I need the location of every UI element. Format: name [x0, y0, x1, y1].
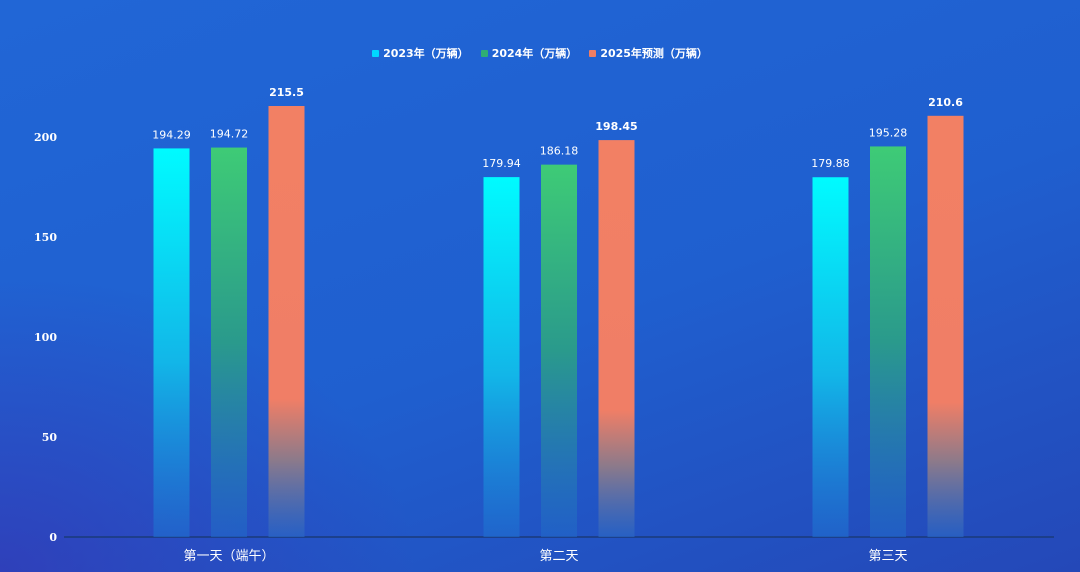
value-label-2025-day3: 210.6: [928, 96, 963, 109]
value-label-2023-day1: 194.29: [152, 128, 191, 141]
value-label-2023-day2: 179.94: [482, 157, 521, 170]
y-tick-label: 150: [34, 231, 57, 244]
x-axis: 第一天（端午） 第二天 第三天: [183, 549, 907, 564]
value-label-2025-day2: 198.45: [595, 120, 637, 133]
y-tick-label: 200: [34, 131, 57, 144]
legend-item-2023[interactable]: 2023年（万辆）: [372, 45, 469, 61]
y-tick-label: 100: [34, 331, 57, 344]
legend-swatch-2023: [372, 49, 380, 57]
value-label-2023-day3: 179.88: [811, 157, 850, 170]
bar-2024-day2[interactable]: [541, 164, 577, 537]
x-tick-label: 第一天（端午）: [183, 549, 274, 564]
bar-2025-day3[interactable]: [927, 115, 964, 538]
bars: [153, 106, 964, 538]
bar-2023-day2[interactable]: [483, 177, 520, 537]
legend-swatch-2024: [480, 49, 488, 57]
bar-2024-day1[interactable]: [211, 147, 247, 537]
value-label-2024-day1: 194.72: [210, 128, 249, 141]
legend-item-2024[interactable]: 2024年（万辆）: [480, 45, 578, 61]
legend-item-2025[interactable]: 2025年预测（万辆）: [589, 45, 708, 61]
legend-label-2023: 2023年（万辆）: [383, 47, 469, 60]
value-label-2025-day1: 215.5: [269, 86, 304, 99]
y-tick-label: 50: [42, 431, 58, 444]
value-label-2024-day2: 186.18: [540, 145, 579, 158]
bar-2025-day2[interactable]: [598, 140, 635, 537]
y-axis: 0 50 100 150 200: [34, 131, 57, 544]
bar-2023-day1[interactable]: [153, 148, 190, 538]
legend-swatch-2025: [589, 49, 597, 57]
value-label-2024-day3: 195.28: [869, 126, 908, 139]
legend-label-2024: 2024年（万辆）: [491, 47, 578, 60]
bar-2024-day3[interactable]: [870, 146, 906, 537]
bar-2023-day3[interactable]: [812, 177, 849, 538]
chart-legend: 2023年（万辆） 2024年（万辆） 2025年预测（万辆）: [0, 45, 1080, 61]
bar-2025-day1[interactable]: [268, 106, 305, 537]
value-labels: 194.29 194.72 215.5 179.94 186.18 198.45 179.8…: [152, 86, 963, 170]
legend-label-2025: 2025年预测（万辆）: [600, 47, 708, 60]
y-tick-label: 0: [49, 531, 57, 544]
x-tick-label: 第三天: [868, 549, 907, 564]
x-tick-label: 第二天: [539, 549, 578, 564]
